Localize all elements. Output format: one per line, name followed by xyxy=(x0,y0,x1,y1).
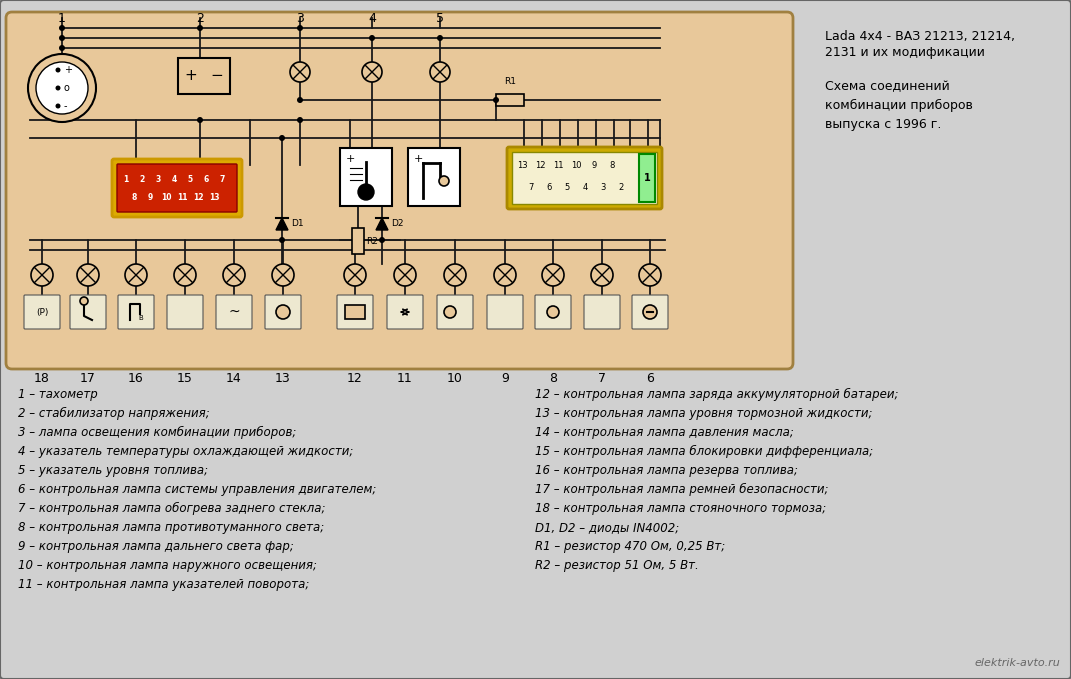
Text: ~: ~ xyxy=(228,305,240,319)
Circle shape xyxy=(174,264,196,286)
Circle shape xyxy=(494,264,516,286)
Circle shape xyxy=(125,264,147,286)
Text: 6: 6 xyxy=(203,175,209,183)
Text: 5: 5 xyxy=(564,183,570,193)
Text: -: - xyxy=(357,307,361,317)
Circle shape xyxy=(59,35,65,41)
Circle shape xyxy=(56,103,60,109)
Bar xyxy=(408,148,461,206)
Text: 9: 9 xyxy=(148,193,153,202)
Text: 1: 1 xyxy=(123,175,129,183)
Circle shape xyxy=(369,35,375,41)
Text: 7 – контрольная лампа обогрева заднего стекла;: 7 – контрольная лампа обогрева заднего с… xyxy=(18,502,326,515)
Text: 8: 8 xyxy=(132,193,137,202)
FancyBboxPatch shape xyxy=(337,295,373,329)
Circle shape xyxy=(429,62,450,82)
Text: +: + xyxy=(347,307,355,317)
Text: 6 – контрольная лампа системы управления двигателем;: 6 – контрольная лампа системы управления… xyxy=(18,483,376,496)
Text: 6: 6 xyxy=(646,372,654,385)
Text: 10: 10 xyxy=(447,372,463,385)
Text: 9: 9 xyxy=(501,372,509,385)
Bar xyxy=(352,228,364,254)
FancyBboxPatch shape xyxy=(437,295,473,329)
Circle shape xyxy=(297,117,303,123)
Text: 7: 7 xyxy=(528,183,533,193)
FancyBboxPatch shape xyxy=(70,295,106,329)
Text: −: − xyxy=(211,69,224,84)
FancyBboxPatch shape xyxy=(167,295,203,329)
Circle shape xyxy=(280,237,285,243)
Text: R1 – резистор 470 Ом, 0,25 Вт;: R1 – резистор 470 Ом, 0,25 Вт; xyxy=(536,540,725,553)
Circle shape xyxy=(547,306,559,318)
Text: 10: 10 xyxy=(161,193,171,202)
Circle shape xyxy=(643,305,657,319)
Circle shape xyxy=(444,264,466,286)
FancyBboxPatch shape xyxy=(584,295,620,329)
Text: 6: 6 xyxy=(546,183,552,193)
Bar xyxy=(639,154,655,202)
Circle shape xyxy=(59,25,65,31)
Circle shape xyxy=(297,97,303,103)
Text: D1: D1 xyxy=(291,219,303,229)
Text: 11 – контрольная лампа указателей поворота;: 11 – контрольная лампа указателей поворо… xyxy=(18,578,310,591)
Text: 7: 7 xyxy=(220,175,225,183)
Text: R2 – резистор 51 Ом, 5 Вт.: R2 – резистор 51 Ом, 5 Вт. xyxy=(536,559,698,572)
FancyBboxPatch shape xyxy=(6,12,793,369)
Text: 9 – контрольная лампа дальнего света фар;: 9 – контрольная лампа дальнего света фар… xyxy=(18,540,293,553)
Text: 3: 3 xyxy=(155,175,161,183)
Circle shape xyxy=(80,297,88,305)
Circle shape xyxy=(362,62,382,82)
Text: 4: 4 xyxy=(368,12,376,25)
Text: 2: 2 xyxy=(618,183,623,193)
Text: 3 – лампа освещения комбинации приборов;: 3 – лампа освещения комбинации приборов; xyxy=(18,426,297,439)
Text: +: + xyxy=(414,154,423,164)
Text: 2: 2 xyxy=(196,12,203,25)
Circle shape xyxy=(444,306,456,318)
FancyBboxPatch shape xyxy=(118,295,154,329)
Circle shape xyxy=(223,264,245,286)
Text: 3: 3 xyxy=(601,183,606,193)
Text: 5: 5 xyxy=(187,175,193,183)
Text: D1, D2 – диоды IN4002;: D1, D2 – диоды IN4002; xyxy=(536,521,679,534)
FancyBboxPatch shape xyxy=(265,295,301,329)
Circle shape xyxy=(59,45,65,51)
Circle shape xyxy=(77,264,99,286)
Text: 13: 13 xyxy=(209,193,220,202)
Bar xyxy=(512,152,657,204)
Text: R2: R2 xyxy=(366,236,378,246)
FancyBboxPatch shape xyxy=(632,295,668,329)
Text: 18: 18 xyxy=(34,372,50,385)
Text: 2: 2 xyxy=(139,175,145,183)
Text: 16 – контрольная лампа резерва топлива;: 16 – контрольная лампа резерва топлива; xyxy=(536,464,798,477)
Text: 2 – стабилизатор напряжения;: 2 – стабилизатор напряжения; xyxy=(18,407,210,420)
Text: 8 – контрольная лампа противотуманного света;: 8 – контрольная лампа противотуманного с… xyxy=(18,521,325,534)
Circle shape xyxy=(379,237,384,243)
Text: 17: 17 xyxy=(80,372,96,385)
Circle shape xyxy=(344,264,366,286)
Text: R1: R1 xyxy=(504,77,516,86)
Circle shape xyxy=(28,54,96,122)
Circle shape xyxy=(358,184,374,200)
Circle shape xyxy=(439,176,449,186)
Text: 11: 11 xyxy=(177,193,187,202)
Polygon shape xyxy=(376,218,388,230)
Text: 13: 13 xyxy=(275,372,291,385)
Text: B: B xyxy=(138,315,142,321)
Text: 13: 13 xyxy=(516,162,527,170)
Circle shape xyxy=(56,67,60,73)
Circle shape xyxy=(197,117,203,123)
Text: 4: 4 xyxy=(583,183,588,193)
Circle shape xyxy=(56,86,60,90)
Bar xyxy=(340,148,392,206)
FancyBboxPatch shape xyxy=(536,295,571,329)
FancyBboxPatch shape xyxy=(112,159,242,217)
Circle shape xyxy=(197,25,203,31)
Circle shape xyxy=(437,35,443,41)
Text: +: + xyxy=(184,69,197,84)
Circle shape xyxy=(542,264,564,286)
FancyBboxPatch shape xyxy=(24,295,60,329)
Text: +: + xyxy=(346,154,356,164)
Text: +: + xyxy=(64,65,72,75)
Text: 7: 7 xyxy=(598,372,606,385)
